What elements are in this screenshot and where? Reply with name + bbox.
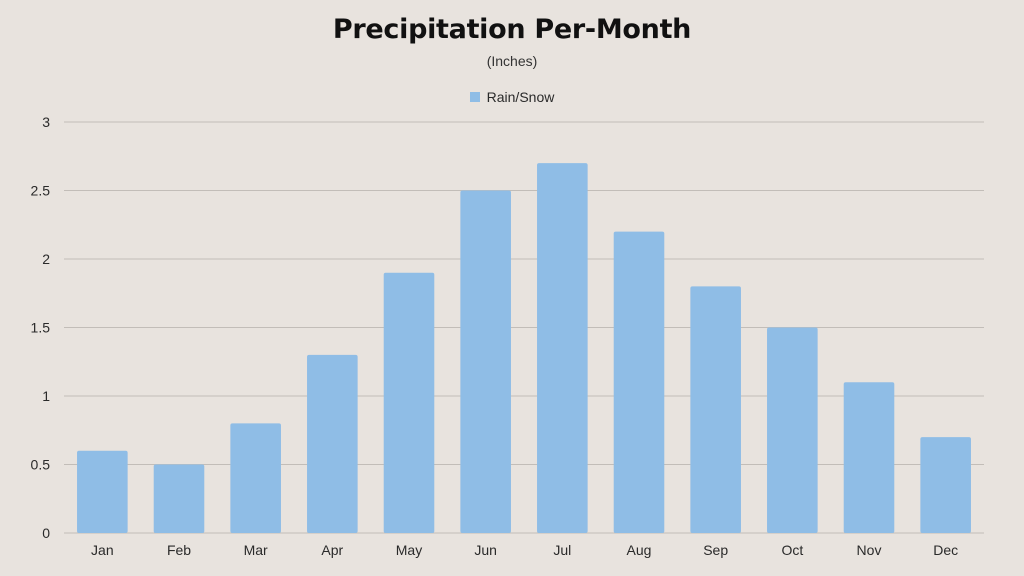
bar-mar xyxy=(230,423,281,533)
bar-oct xyxy=(767,327,818,533)
legend-swatch xyxy=(469,92,480,102)
bars xyxy=(77,163,971,533)
x-tick-label-mar: Mar xyxy=(244,542,268,558)
x-axis-ticks: Jan Feb Mar Apr May Jun Jul Aug Sep Oct Nov Dec xyxy=(91,542,958,558)
y-tick-label: 0 xyxy=(42,525,50,541)
bar-sep xyxy=(690,286,741,533)
bar-nov xyxy=(843,382,895,533)
x-tick-label-feb: Feb xyxy=(167,542,191,558)
x-tick-label-aug: Aug xyxy=(627,542,652,558)
chart-subtitle: (Inches) xyxy=(486,53,538,69)
bar-aug xyxy=(613,231,665,533)
bar-apr xyxy=(307,354,358,533)
y-tick-label: 2.5 xyxy=(31,183,51,199)
chart-title: Precipitation Per-Month xyxy=(332,14,692,45)
x-tick-label-oct: Oct xyxy=(781,542,803,558)
x-tick-label-jan: Jan xyxy=(91,542,114,558)
y-tick-label: 3 xyxy=(42,114,50,130)
y-tick-label: 0.5 xyxy=(31,457,51,473)
x-tick-label-dec: Dec xyxy=(933,542,958,558)
y-tick-label: 2 xyxy=(42,251,50,267)
y-tick-label: 1 xyxy=(42,388,50,404)
bar-jul xyxy=(537,163,588,533)
x-tick-label-jul: Jul xyxy=(553,542,571,558)
bar-dec xyxy=(920,437,971,533)
bar-feb xyxy=(153,464,205,533)
bar-jun xyxy=(460,190,511,533)
x-tick-label-sep: Sep xyxy=(703,542,728,558)
x-tick-label-jun: Jun xyxy=(474,542,497,558)
x-tick-label-may: May xyxy=(396,542,422,558)
x-tick-label-nov: Nov xyxy=(857,542,882,558)
x-tick-label-apr: Apr xyxy=(321,542,343,558)
bar-may xyxy=(383,272,435,533)
legend-label: Rain/Snow xyxy=(486,89,555,105)
y-tick-label: 1.5 xyxy=(31,320,51,336)
legend: Rain/Snow xyxy=(0,89,1024,105)
y-axis-ticks: 0 0.5 1 1.5 2 2.5 3 xyxy=(31,114,51,541)
bar-jan xyxy=(77,450,128,533)
gridlines xyxy=(64,121,984,534)
